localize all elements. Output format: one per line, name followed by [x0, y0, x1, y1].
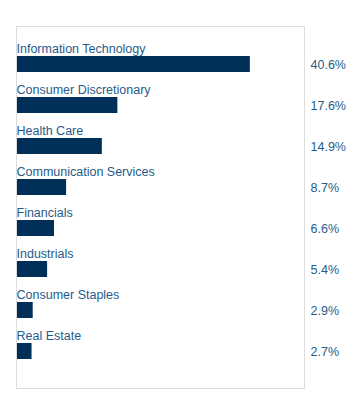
svg-text:2.9%: 2.9% — [311, 304, 340, 318]
svg-text:Real Estate: Real Estate — [17, 329, 82, 343]
svg-text:8.7%: 8.7% — [311, 181, 340, 195]
svg-text:Financials: Financials — [17, 206, 73, 220]
svg-text:Communication Services: Communication Services — [17, 165, 155, 179]
svg-text:Information Technology: Information Technology — [17, 42, 147, 56]
svg-text:Industrials: Industrials — [17, 247, 74, 261]
svg-text:14.9%: 14.9% — [311, 140, 346, 154]
svg-text:6.6%: 6.6% — [311, 222, 340, 236]
svg-text:Consumer Staples: Consumer Staples — [17, 288, 120, 302]
svg-text:40.6%: 40.6% — [311, 58, 346, 72]
svg-text:17.6%: 17.6% — [311, 99, 346, 113]
svg-text:5.4%: 5.4% — [311, 263, 340, 277]
svg-text:Consumer Discretionary: Consumer Discretionary — [17, 83, 152, 97]
svg-text:Health Care: Health Care — [17, 124, 84, 138]
svg-text:2.7%: 2.7% — [311, 345, 340, 359]
